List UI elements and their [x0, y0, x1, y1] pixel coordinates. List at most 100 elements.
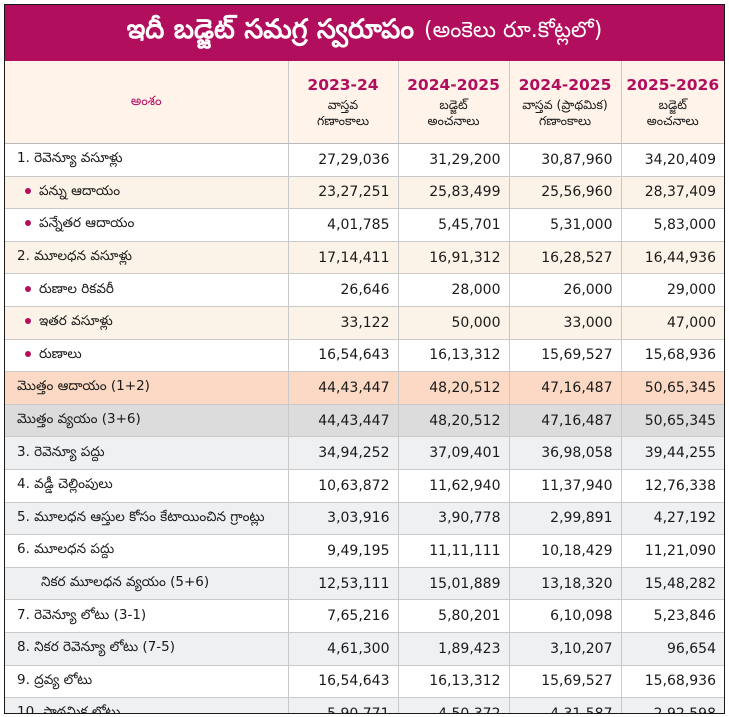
row-value: 9,49,195: [288, 534, 399, 568]
row-value: 44,43,447: [288, 404, 399, 438]
row-value: 4,01,785: [288, 208, 399, 242]
bullet-icon: [25, 187, 31, 194]
row-value: 16,54,643: [288, 665, 399, 699]
row-value: 11,62,940: [398, 469, 510, 503]
header-item: అంశం: [5, 61, 289, 144]
row-label-cell: రుణాల రికవరీ: [5, 273, 289, 307]
row-value: 15,68,936: [621, 339, 724, 373]
row-label-cell: పన్నేతర ఆదాయం: [5, 208, 289, 242]
row-value: 2,92,598: [621, 697, 724, 713]
row-value: 2,99,891: [509, 502, 622, 536]
table-row: 8. నికర రెవెన్యూ లోటు (7-5) 4,61,300 1,8…: [5, 632, 724, 666]
row-label: 3. రెవెన్యూ పద్దు: [5, 436, 289, 470]
bullet-icon: [25, 220, 31, 227]
row-value: 15,68,936: [621, 665, 724, 699]
row-label: 2. మూలధన వసూళ్లు: [5, 241, 289, 275]
row-value: 15,69,527: [509, 339, 622, 373]
bullet-icon: [25, 318, 31, 325]
row-value: 23,27,251: [288, 176, 399, 210]
row-value: 3,03,916: [288, 502, 399, 536]
row-value: 47,000: [621, 306, 724, 340]
row-value: 16,13,312: [398, 339, 510, 373]
row-label: మొత్తం వ్యయం (3+6): [5, 404, 289, 438]
row-value: 37,09,401: [398, 436, 510, 470]
row-label: పన్నేతర ఆదాయం: [39, 215, 135, 232]
row-value: 15,48,282: [621, 567, 724, 601]
row-value: 30,87,960: [509, 143, 622, 177]
header-col-4: 2025-2026 బడ్జెట్ అంచనాలు: [621, 61, 724, 144]
table-row: పన్ను ఆదాయం 23,27,251 25,83,499 25,56,96…: [5, 176, 724, 210]
row-value: 16,13,312: [398, 665, 510, 699]
page-subtitle: (అంకెలు రూ.కోట్లలో): [424, 18, 603, 43]
table-row: నికర మూలధన వ్యయం (5+6) 12,53,111 15,01,8…: [5, 567, 724, 601]
row-value: 96,654: [621, 632, 724, 666]
row-value: 4,27,192: [621, 502, 724, 536]
table-row: 1. రెవెన్యూ వసూళ్లు 27,29,036 31,29,200 …: [5, 143, 724, 177]
row-value: 26,646: [288, 273, 399, 307]
row-label: 10. ప్రాథమిక లోటు: [5, 697, 289, 713]
row-value: 48,20,512: [398, 371, 510, 405]
row-value: 5,45,701: [398, 208, 510, 242]
row-value: 4,31,587: [509, 697, 622, 713]
row-label-cell: రుణాలు: [5, 339, 289, 373]
row-value: 16,28,527: [509, 241, 622, 275]
table-row: రుణాల రికవరీ 26,646 28,000 26,000 29,000: [5, 273, 724, 307]
table-row: 6. మూలధన పద్దు 9,49,195 11,11,111 10,18,…: [5, 534, 724, 568]
table-row: 9. ద్రవ్య లోటు 16,54,643 16,13,312 15,69…: [5, 665, 724, 699]
table-row: 2. మూలధన వసూళ్లు 17,14,411 16,91,312 16,…: [5, 241, 724, 275]
row-value: 13,18,320: [509, 567, 622, 601]
row-value: 26,000: [509, 273, 622, 307]
row-value: 6,10,098: [509, 599, 622, 633]
table-row: ఇతర వసూళ్లు 33,122 50,000 33,000 47,000: [5, 306, 724, 340]
title-bar: ఇదీ బడ్జెట్ సమగ్ర స్వరూపం (అంకెలు రూ.కోట…: [5, 5, 724, 61]
table-row: పన్నేతర ఆదాయం 4,01,785 5,45,701 5,31,000…: [5, 208, 724, 242]
budget-table: అంశం 2023-24 వాస్తవ గణాంకాలు 2024-2025 బ…: [5, 61, 724, 713]
row-label: 4. వడ్డీ చెల్లింపులు: [5, 469, 289, 503]
row-value: 48,20,512: [398, 404, 510, 438]
row-value: 5,83,000: [621, 208, 724, 242]
row-value: 16,44,936: [621, 241, 724, 275]
row-label: మొత్తం ఆదాయం (1+2): [5, 371, 289, 405]
header-row: అంశం 2023-24 వాస్తవ గణాంకాలు 2024-2025 బ…: [5, 61, 724, 144]
row-label: 1. రెవెన్యూ వసూళ్లు: [5, 143, 289, 177]
header-col-2: 2024-2025 బడ్జెట్ అంచనాలు: [398, 61, 510, 144]
header-col-3: 2024-2025 వాస్తవ (ప్రాథమిక) గణాంకాలు: [509, 61, 622, 144]
row-value: 1,89,423: [398, 632, 510, 666]
row-value: 16,91,312: [398, 241, 510, 275]
row-value: 12,76,338: [621, 469, 724, 503]
table-row: 10. ప్రాథమిక లోటు 5,90,771 4,50,372 4,31…: [5, 697, 724, 713]
row-value: 27,29,036: [288, 143, 399, 177]
row-value: 7,65,216: [288, 599, 399, 633]
row-label: రుణాల రికవరీ: [39, 280, 114, 297]
row-value: 3,90,778: [398, 502, 510, 536]
row-label: 7. రెవెన్యూ లోటు (3-1): [5, 599, 289, 633]
row-value: 34,20,409: [621, 143, 724, 177]
table-row: 4. వడ్డీ చెల్లింపులు 10,63,872 11,62,940…: [5, 469, 724, 503]
row-value: 4,61,300: [288, 632, 399, 666]
row-label: 8. నికర రెవెన్యూ లోటు (7-5): [5, 632, 289, 666]
row-value: 5,23,846: [621, 599, 724, 633]
page-title: ఇదీ బడ్జెట్ సమగ్ర స్వరూపం: [126, 14, 415, 45]
row-value: 28,37,409: [621, 176, 724, 210]
row-value: 11,11,111: [398, 534, 510, 568]
row-label-cell: ఇతర వసూళ్లు: [5, 306, 289, 340]
row-value: 28,000: [398, 273, 510, 307]
row-value: 31,29,200: [398, 143, 510, 177]
row-value: 11,21,090: [621, 534, 724, 568]
row-label: పన్ను ఆదాయం: [39, 182, 121, 199]
row-value: 50,65,345: [621, 404, 724, 438]
table-row: 7. రెవెన్యూ లోటు (3-1) 7,65,216 5,80,201…: [5, 599, 724, 633]
row-value: 50,000: [398, 306, 510, 340]
row-value: 36,98,058: [509, 436, 622, 470]
row-value: 15,01,889: [398, 567, 510, 601]
row-label: ఇతర వసూళ్లు: [39, 313, 113, 330]
table-row: 3. రెవెన్యూ పద్దు 34,94,252 37,09,401 36…: [5, 436, 724, 470]
row-value: 25,56,960: [509, 176, 622, 210]
row-value: 3,10,207: [509, 632, 622, 666]
row-value: 29,000: [621, 273, 724, 307]
bullet-icon: [25, 285, 31, 292]
row-value: 33,000: [509, 306, 622, 340]
row-label: 6. మూలధన పద్దు: [5, 534, 289, 568]
row-value: 4,50,372: [398, 697, 510, 713]
row-value: 5,90,771: [288, 697, 399, 713]
